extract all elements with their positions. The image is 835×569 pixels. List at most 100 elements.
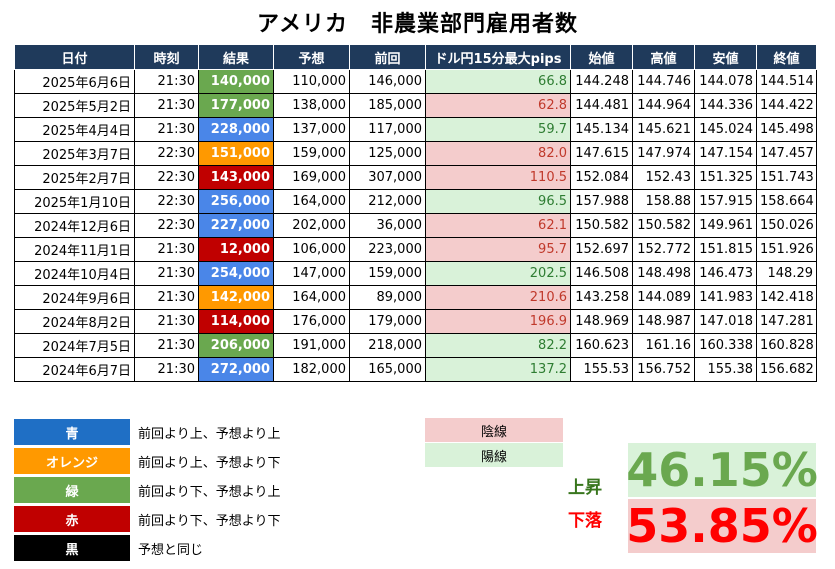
result-cell: 256,000 xyxy=(198,189,274,214)
low-cell: 141.983 xyxy=(694,285,757,310)
previous-cell: 223,000 xyxy=(349,237,426,262)
close-cell: 147.457 xyxy=(756,141,817,166)
legend-item: 緑前回より下、予想より上 xyxy=(14,476,280,504)
legend-description: 前回より下、予想より下 xyxy=(138,513,281,529)
time-cell: 21:30 xyxy=(134,69,199,94)
result-cell: 206,000 xyxy=(198,333,274,358)
bearish-candle-legend: 陰線 xyxy=(425,418,563,442)
previous-cell: 36,000 xyxy=(349,213,426,238)
legend-item: 黒予想と同じ xyxy=(14,534,280,562)
close-cell: 148.29 xyxy=(756,261,817,286)
forecast-cell: 137,000 xyxy=(273,117,350,142)
rise-percentage: 46.15% xyxy=(626,443,818,497)
low-cell: 144.336 xyxy=(694,93,757,118)
table-row: 2024年9月6日 21:30 142,000 164,000 89,000 210.6 1… xyxy=(14,285,817,310)
fall-percentage: 53.85% xyxy=(626,499,818,553)
previous-cell: 146,000 xyxy=(349,69,426,94)
low-cell: 147.154 xyxy=(694,141,757,166)
previous-cell: 179,000 xyxy=(349,309,426,334)
open-cell: 143.258 xyxy=(570,285,633,310)
low-cell: 149.961 xyxy=(694,213,757,238)
previous-cell: 212,000 xyxy=(349,189,426,214)
date-cell: 2024年12月6日 xyxy=(14,213,135,238)
legend-item: オレンジ 前回より上、予想より下 xyxy=(14,447,280,475)
forecast-cell: 169,000 xyxy=(273,165,350,190)
forecast-cell: 164,000 xyxy=(273,189,350,214)
table-row: 2024年8月2日 21:30 114,000 176,000 179,000 196.9… xyxy=(14,309,817,334)
high-cell: 152.772 xyxy=(632,237,695,262)
result-cell: 12,000 xyxy=(198,237,274,262)
forecast-cell: 176,000 xyxy=(273,309,350,334)
pips-cell: 62.1 xyxy=(425,213,571,238)
column-header: 時刻 xyxy=(134,44,199,70)
high-cell: 152.43 xyxy=(632,165,695,190)
open-cell: 145.134 xyxy=(570,117,633,142)
column-header: 終値 xyxy=(756,44,817,70)
date-cell: 2025年5月2日 xyxy=(14,93,135,118)
forecast-cell: 159,000 xyxy=(273,141,350,166)
table-row: 2024年10月4日 21:30 254,000 147,000 159,000 202.… xyxy=(14,261,817,286)
pips-cell: 210.6 xyxy=(425,285,571,310)
color-legend: 青前回より上、予想より上 オレンジ 前回より上、予想より下緑前回より下、予想より上赤… xyxy=(14,418,280,563)
result-cell: 177,000 xyxy=(198,93,274,118)
high-cell: 161.16 xyxy=(632,333,695,358)
pips-cell: 137.2 xyxy=(425,357,571,382)
time-cell: 22:30 xyxy=(134,213,199,238)
time-cell: 21:30 xyxy=(134,117,199,142)
close-cell: 142.418 xyxy=(756,285,817,310)
pips-cell: 196.9 xyxy=(425,309,571,334)
previous-cell: 185,000 xyxy=(349,93,426,118)
pips-cell: 59.7 xyxy=(425,117,571,142)
result-cell: 228,000 xyxy=(198,117,274,142)
open-cell: 157.988 xyxy=(570,189,633,214)
high-cell: 144.746 xyxy=(632,69,695,94)
forecast-cell: 164,000 xyxy=(273,285,350,310)
legend-item: 青前回より上、予想より上 xyxy=(14,418,280,446)
legend-description: 前回より下、予想より上 xyxy=(138,484,281,500)
bullish-candle-legend: 陽線 xyxy=(425,443,563,467)
page-title: アメリカ 非農業部門雇用者数 xyxy=(257,12,578,37)
table-row: 2025年1月10日 22:30 256,000 164,000 212,000 96.5… xyxy=(14,189,817,214)
date-cell: 2024年10月4日 xyxy=(14,261,135,286)
high-cell: 145.621 xyxy=(632,117,695,142)
legend-swatch: オレンジ xyxy=(14,448,130,474)
open-cell: 146.508 xyxy=(570,261,633,286)
column-header: 高値 xyxy=(632,44,695,70)
open-cell: 160.623 xyxy=(570,333,633,358)
legend-description: 予想と同じ xyxy=(138,542,204,558)
table-row: 2024年7月5日 21:30 206,000 191,000 218,000 82.2 1… xyxy=(14,333,817,358)
forecast-cell: 202,000 xyxy=(273,213,350,238)
table-row: 2024年11月1日 21:30 12,000 106,000 223,000 95.7 1… xyxy=(14,237,817,262)
forecast-cell: 106,000 xyxy=(273,237,350,262)
table-row: 2025年4月4日 21:30 228,000 137,000 117,000 59.7 1… xyxy=(14,117,817,142)
low-cell: 155.38 xyxy=(694,357,757,382)
legend-swatch: 青 xyxy=(14,419,130,445)
table-row: 2025年2月7日 22:30 143,000 169,000 307,000 110.5… xyxy=(14,165,817,190)
time-cell: 21:30 xyxy=(134,261,199,286)
high-cell: 144.089 xyxy=(632,285,695,310)
date-cell: 2024年11月1日 xyxy=(14,237,135,262)
forecast-cell: 182,000 xyxy=(273,357,350,382)
result-cell: 227,000 xyxy=(198,213,274,238)
time-cell: 21:30 xyxy=(134,357,199,382)
column-header: 予想 xyxy=(273,44,350,70)
low-cell: 144.078 xyxy=(694,69,757,94)
close-cell: 145.498 xyxy=(756,117,817,142)
legend-item: 赤前回より下、予想より下 xyxy=(14,505,280,533)
high-cell: 150.582 xyxy=(632,213,695,238)
rise-label: 上昇 xyxy=(568,478,602,498)
open-cell: 152.697 xyxy=(570,237,633,262)
close-cell: 151.743 xyxy=(756,165,817,190)
time-cell: 22:30 xyxy=(134,189,199,214)
date-cell: 2025年4月4日 xyxy=(14,117,135,142)
pips-cell: 202.5 xyxy=(425,261,571,286)
previous-cell: 89,000 xyxy=(349,285,426,310)
date-cell: 2025年1月10日 xyxy=(14,189,135,214)
legend-swatch: 黒 xyxy=(14,535,130,561)
high-cell: 156.752 xyxy=(632,357,695,382)
result-cell: 143,000 xyxy=(198,165,274,190)
previous-cell: 159,000 xyxy=(349,261,426,286)
date-cell: 2024年9月6日 xyxy=(14,285,135,310)
close-cell: 147.281 xyxy=(756,309,817,334)
time-cell: 22:30 xyxy=(134,141,199,166)
